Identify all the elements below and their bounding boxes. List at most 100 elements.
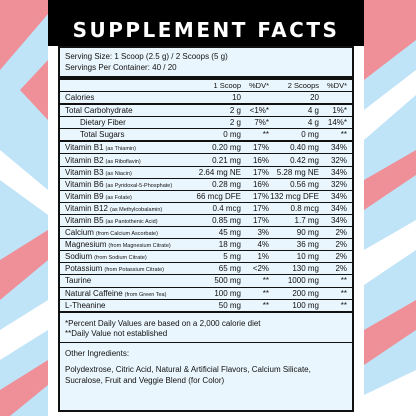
dv-1-scoop: <2% (252, 264, 269, 274)
nutrient-row: L-Theanine 50 mg ** 100 mg ** (60, 300, 352, 313)
header-2-scoops: 2 Scoops (287, 81, 319, 90)
amount-1-scoop: 0.20 mg (212, 143, 241, 153)
amount-2-scoops: 1.7 mg (294, 215, 319, 225)
nutrient-name-cell: Sodium (from Sodium Citrate) (60, 252, 195, 261)
nutrient-source: (as Niacin) (105, 170, 132, 177)
dv-2-scoops: 34% (330, 215, 347, 225)
amount-1-scoop: 0.85 mg (212, 215, 241, 225)
nutrient-name-cell: Vitamin B12 (as Methylcobalamin) (60, 204, 195, 213)
footnote-not-established: **Daily Value not established (65, 328, 168, 338)
nutrient-name: Total Carbohydrate (65, 106, 133, 116)
nutrient-row: Vitamin B5 (as Pantothenic Acid) 0.85 mg 17… (60, 215, 352, 228)
nutrient-name-cell: Magnesium (from Magnesium Citrate) (60, 240, 195, 249)
nutrient-name: Vitamin B3 (65, 167, 104, 177)
nutrient-rows: Calories 10 20 Total Carbohydrate 2 g <1%* 4 g… (60, 92, 352, 313)
nutrient-name: Vitamin B6 (65, 179, 104, 189)
dv-1-scoop: ** (262, 288, 269, 298)
dv-2-scoops: ** (340, 288, 347, 298)
dv-2-scoops: 2% (335, 264, 347, 274)
dv-2-scoops: 34% (330, 203, 347, 213)
footnotes: *Percent Daily Values are based on a 2,0… (60, 313, 352, 343)
dv-1-scoop: ** (262, 130, 269, 140)
other-ingredients-list: Polydextrose, Citric Acid, Natural & Art… (65, 365, 311, 385)
amount-1-scoop: 2.64 mg NE (198, 167, 241, 177)
other-ingredients-label: Other Ingredients: (65, 348, 130, 358)
amount-2-scoops: 0.56 mg (290, 179, 319, 189)
amount-1-scoop: 100 mg (214, 288, 241, 298)
dv-1-scoop: 17% (252, 215, 269, 225)
header-dv-2: %DV* (326, 81, 347, 90)
nutrient-row: Vitamin B1 (as Thiamin) 0.20 mg 17% 0.40 mg 3… (60, 142, 352, 155)
nutrient-name: Vitamin B12 (65, 203, 108, 213)
nutrient-row: Calcium (from Calcium Ascorbate) 45 mg 3% 90… (60, 227, 352, 240)
amount-2-scoops: 5.28 mg NE (276, 167, 319, 177)
amount-1-scoop: 500 mg (214, 276, 241, 286)
nutrient-row: Sodium (from Sodium Citrate) 5 mg 1% 10 mg 2% (60, 251, 352, 264)
dv-2-scoops: 34% (330, 167, 347, 177)
nutrient-name-cell: Calories (60, 93, 195, 102)
dv-1-scoop: 4% (257, 240, 269, 250)
nutrient-name: Calcium (65, 228, 94, 238)
dv-1-scoop: 16% (252, 155, 269, 165)
nutrient-name-cell: Taurine (60, 276, 195, 285)
amount-2-scoops: 1000 mg (287, 276, 319, 286)
serving-info: Serving Size: 1 Scoop (2.5 g) / 2 Scoops… (60, 48, 352, 80)
dv-2-scoops: ** (340, 130, 347, 140)
nutrient-name-cell: Dietary Fiber (60, 118, 195, 127)
nutrient-source: (as Pantothenic Acid) (105, 218, 158, 225)
amount-1-scoop: 0.4 mcg (212, 203, 241, 213)
dv-1-scoop: ** (262, 276, 269, 286)
other-ingredients-section: Other Ingredients: Polydextrose, Citric … (60, 343, 352, 393)
dv-2-scoops: 34% (330, 143, 347, 153)
amount-1-scoop: 10 (232, 93, 241, 103)
amount-2-scoops: 36 mg (296, 240, 319, 250)
amount-2-scoops: 132 mcg DFE (270, 191, 319, 201)
dv-1-scoop: 16% (252, 179, 269, 189)
amount-1-scoop: 50 mg (218, 300, 241, 310)
nutrient-row: Vitamin B3 (as Niacin) 2.64 mg NE 17% 5.28 m… (60, 167, 352, 179)
nutrient-name-cell: Vitamin B3 (as Niacin) (60, 168, 195, 177)
nutrient-name: Magnesium (65, 240, 107, 250)
nutrient-row: Vitamin B2 (as Riboflavin) 0.21 mg 16% 0.42 … (60, 154, 352, 167)
amount-1-scoop: 18 mg (218, 240, 241, 250)
nutrient-source: (as Thiamin) (105, 146, 137, 153)
dv-2-scoops: 2% (335, 228, 347, 238)
supplement-facts-title-text: SUPPLEMENT FACTS (72, 18, 340, 42)
amount-2-scoops: 0 mg (301, 130, 319, 140)
dv-2-scoops: ** (340, 276, 347, 286)
nutrient-name-cell: Vitamin B9 (as Folate) (60, 192, 195, 201)
amount-1-scoop: 5 mg (223, 252, 241, 262)
dv-2-scoops: 2% (335, 240, 347, 250)
amount-2-scoops: 90 mg (296, 228, 319, 238)
title-banner (48, 0, 364, 46)
dv-2-scoops: 2% (335, 252, 347, 262)
nutrient-row: Natural Caffeine (from Green Tea) 100 mg **… (60, 288, 352, 300)
dv-1-scoop: 3% (257, 228, 269, 238)
amount-2-scoops: 4 g (307, 106, 319, 116)
nutrient-name: Vitamin B2 (65, 155, 104, 165)
amount-2-scoops: 200 mg (292, 288, 319, 298)
dv-1-scoop: 17% (252, 191, 269, 201)
nutrient-row: Potassium (from Potassium Citrate) 65 mg <2… (60, 263, 352, 276)
dv-1-scoop: ** (262, 300, 269, 310)
nutrient-row: Total Carbohydrate 2 g <1%* 4 g 1%* (60, 105, 352, 118)
nutrient-name-cell: Total Carbohydrate (60, 106, 195, 115)
dv-2-scoops: ** (340, 300, 347, 310)
amount-1-scoop: 0.21 mg (212, 155, 241, 165)
nutrient-name-cell: Vitamin B5 (as Pantothenic Acid) (60, 216, 195, 225)
nutrient-source: (from Calcium Ascorbate) (95, 231, 158, 238)
nutrient-name: Sodium (65, 252, 93, 262)
nutrient-row: Magnesium (from Magnesium Citrate) 18 mg 4%… (60, 239, 352, 252)
nutrient-source: (as Methylcobalamin) (110, 206, 163, 213)
nutrient-name-cell: Vitamin B6 (as Pyridoxal-5-Phosphate) (60, 180, 195, 189)
footnote-daily-value: *Percent Daily Values are based on a 2,0… (65, 318, 261, 328)
nutrient-source: (from Sodium Citrate) (94, 255, 147, 262)
dv-2-scoops: 32% (330, 155, 347, 165)
nutrient-row: Vitamin B6 (as Pyridoxal-5-Phosphate) 0.28… (60, 179, 352, 191)
nutrient-source: (as Folate) (105, 194, 132, 201)
serving-size: Serving Size: 1 Scoop (2.5 g) / 2 Scoops… (65, 52, 228, 61)
header-dv-1: %DV* (248, 81, 269, 90)
amount-1-scoop: 0 mg (223, 130, 241, 140)
dv-2-scoops: 1%* (332, 106, 347, 116)
nutrient-name: Total Sugars (80, 130, 125, 140)
